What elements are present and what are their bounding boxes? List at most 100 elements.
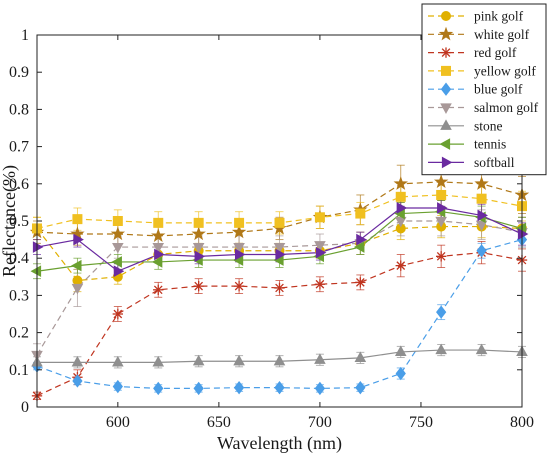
x-tick-label: 700 — [308, 414, 332, 431]
data-point-blue-golf — [476, 244, 487, 258]
data-point-stone — [152, 355, 165, 367]
data-point-pink-golf — [72, 275, 83, 286]
x-tick-label: 650 — [207, 414, 231, 431]
data-point-softball — [477, 209, 489, 222]
legend-item-yellow-golf: yellow golf — [428, 63, 536, 78]
y-tick-label: 0.9 — [9, 64, 29, 81]
legend-marker-softball — [441, 156, 453, 169]
data-point-stone — [192, 354, 205, 366]
legend-label-tennis: tennis — [474, 137, 506, 152]
data-point-tennis — [30, 265, 42, 278]
data-point-red-golf — [314, 279, 326, 290]
data-point-yellow-golf — [153, 217, 164, 228]
legend-label-red-golf: red golf — [474, 45, 517, 60]
data-point-blue-golf — [153, 381, 164, 396]
legend-marker-yellow-golf — [441, 65, 451, 76]
legend-item-red-golf: red golf — [428, 45, 517, 60]
data-point-softball — [356, 233, 367, 246]
data-point-salmon-golf — [152, 242, 165, 254]
data-point-yellow-golf — [234, 217, 245, 228]
data-point-softball — [517, 228, 529, 240]
data-point-red-golf — [355, 277, 366, 288]
legend-marker-stone — [440, 119, 452, 130]
data-point-softball — [315, 246, 327, 259]
data-point-stone — [314, 353, 326, 364]
data-point-yellow-golf — [72, 214, 83, 225]
data-point-softball — [32, 241, 44, 253]
data-point-salmon-golf — [71, 283, 84, 295]
legend-marker-red-golf — [440, 47, 452, 58]
data-point-yellow-golf — [274, 217, 285, 228]
data-point-red-golf — [435, 251, 447, 262]
data-point-softball — [437, 202, 448, 214]
x-axis-label: Wavelength (nm) — [217, 433, 342, 454]
data-point-softball — [194, 250, 206, 263]
y-tick-label: 0.6 — [9, 176, 29, 193]
data-point-softball — [234, 248, 246, 261]
legend-label-softball: softball — [474, 155, 515, 170]
legend-label-stone: stone — [474, 118, 503, 133]
y-axis-label: Reflectance(%) — [0, 165, 20, 277]
data-point-white-golf — [433, 174, 449, 189]
data-point-salmon-golf — [314, 241, 326, 252]
legend-label-pink-golf: pink golf — [474, 9, 524, 24]
data-point-red-golf — [395, 260, 406, 271]
data-point-red-golf — [233, 280, 245, 292]
data-point-white-golf — [151, 228, 166, 242]
data-point-red-golf — [153, 284, 164, 295]
data-point-stone — [394, 345, 407, 357]
data-point-blue-golf — [274, 380, 285, 395]
data-point-stone — [112, 355, 124, 367]
data-point-white-golf — [474, 176, 489, 190]
data-point-red-golf — [193, 280, 204, 292]
data-point-blue-golf — [112, 379, 123, 394]
series-line-red-golf — [36, 252, 523, 397]
y-tick-label: 0.7 — [9, 139, 29, 156]
data-point-tennis — [111, 256, 122, 268]
legend-item-white-golf: white golf — [428, 26, 530, 42]
data-point-tennis — [151, 256, 163, 268]
data-point-softball — [396, 202, 408, 214]
y-tick-label: 0.2 — [9, 325, 29, 342]
legend-marker-blue-golf — [440, 82, 452, 96]
data-point-salmon-golf — [273, 242, 286, 254]
legend-item-stone: stone — [428, 118, 503, 133]
data-point-white-golf — [393, 176, 408, 190]
legend: pink golf white golf red golf yellow golf bl… — [421, 3, 547, 176]
data-point-yellow-golf — [395, 191, 406, 202]
data-point-salmon-golf — [435, 216, 447, 228]
legend-marker-pink-golf — [441, 11, 451, 21]
data-point-stone — [233, 354, 245, 366]
data-point-salmon-golf — [475, 220, 488, 232]
y-tick-label: 0.5 — [9, 213, 29, 230]
data-point-salmon-golf — [192, 242, 205, 254]
data-point-white-golf — [231, 224, 247, 239]
data-point-blue-golf — [355, 380, 366, 395]
legend-item-softball: softball — [428, 155, 515, 170]
data-point-salmon-golf — [233, 242, 245, 254]
data-point-blue-golf — [314, 381, 326, 396]
data-point-blue-golf — [72, 374, 83, 388]
data-point-yellow-golf — [193, 217, 204, 228]
data-point-blue-golf — [436, 305, 447, 319]
legend-item-pink-golf: pink golf — [428, 9, 524, 24]
data-point-white-golf — [191, 226, 206, 241]
legend-marker-white-golf — [438, 26, 454, 41]
data-point-softball — [154, 248, 165, 261]
legend-item-blue-golf: blue golf — [428, 82, 523, 97]
data-point-blue-golf — [193, 381, 204, 396]
y-tick-label: 0 — [21, 399, 29, 416]
data-point-softball — [275, 248, 286, 261]
data-point-red-golf — [274, 282, 285, 294]
legend-label-salmon-golf: salmon golf — [474, 100, 539, 115]
x-tick-label: 600 — [106, 414, 130, 431]
data-point-blue-golf — [395, 366, 406, 381]
data-point-white-golf — [110, 226, 126, 241]
legend-item-tennis: tennis — [428, 137, 506, 152]
data-point-salmon-golf — [394, 216, 407, 228]
legend-marker-tennis — [439, 138, 451, 150]
data-point-yellow-golf — [314, 212, 325, 223]
data-point-red-golf — [112, 308, 124, 320]
y-tick-label: 0.1 — [9, 362, 29, 379]
